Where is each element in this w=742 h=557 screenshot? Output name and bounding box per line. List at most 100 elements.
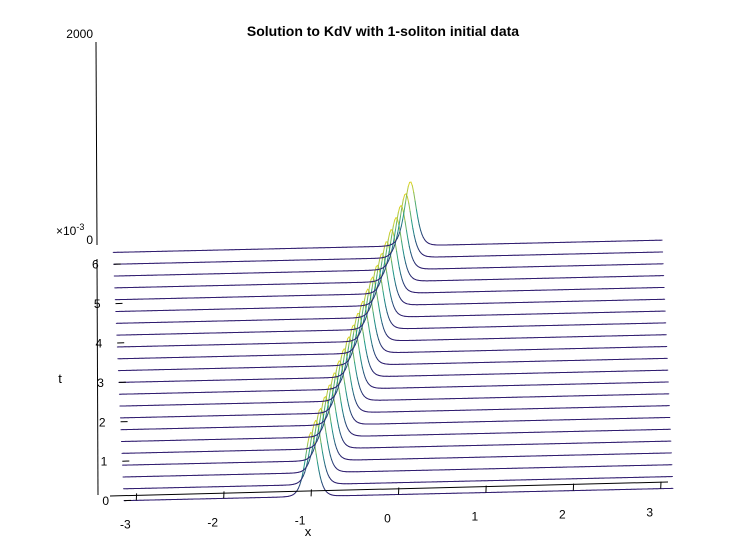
curve-segment [354, 399, 357, 404]
curve-segment [348, 337, 351, 348]
curve-segment [342, 373, 346, 384]
curve-segment [328, 448, 331, 456]
curve-segment [329, 383, 332, 393]
curve-segment [332, 372, 335, 378]
curve-segment [333, 378, 336, 388]
curve-segment [329, 413, 332, 424]
curve-segment [359, 351, 362, 361]
curve-segment [323, 459, 326, 467]
curve-segment [329, 454, 333, 461]
curve-segment [304, 467, 307, 473]
curve-segment [360, 300, 364, 306]
curve-t-7 [119, 348, 670, 419]
curve-segment [347, 363, 351, 374]
curve-segment [320, 443, 324, 453]
curve-t-2 [122, 408, 673, 478]
curve-segment [370, 338, 373, 346]
curve-segment [340, 401, 343, 411]
curve-t-4 [121, 384, 672, 454]
curve-segment [349, 372, 352, 382]
curve-segment [339, 356, 342, 366]
curve-segment [304, 450, 308, 461]
curve-segment [361, 305, 364, 316]
curve-segment [339, 378, 343, 383]
curve-t-10 [118, 312, 669, 383]
curve-segment [322, 421, 326, 427]
curve-segment [325, 432, 328, 443]
curve-segment [302, 471, 306, 477]
curve-t-11 [117, 300, 668, 372]
curve-segment [346, 425, 349, 430]
curve-segment [336, 387, 339, 393]
curve-segment [311, 440, 315, 450]
curve-segment [306, 441, 309, 452]
curve-segment [327, 408, 331, 414]
curve-segment [313, 432, 316, 442]
curve-segment [331, 386, 335, 397]
curve-segment [335, 412, 338, 422]
curve-segment [336, 373, 340, 383]
curve-segment [306, 462, 309, 467]
curve-segment [339, 392, 342, 403]
curve-segment [307, 459, 311, 464]
curve-segment [314, 423, 318, 434]
curve-segment [312, 422, 315, 430]
curve-segment [311, 428, 314, 438]
curve-segment [344, 343, 347, 353]
curve-t-6 [120, 360, 671, 431]
curve-segment [324, 424, 327, 434]
curve-segment [336, 420, 340, 428]
curve-segment [351, 388, 355, 396]
curve-segment [364, 341, 367, 351]
curve-segment [366, 355, 370, 363]
chart-title: Solution to KdV with 1-soliton initial d… [247, 23, 519, 39]
curve-segment [369, 330, 372, 340]
curve-segment [344, 382, 347, 393]
curve-segment [346, 398, 350, 407]
curve-segment [352, 352, 356, 363]
curve-segment [354, 340, 358, 346]
curve-segment [356, 319, 360, 330]
curve-segment [359, 387, 362, 393]
curve-segment [297, 484, 301, 489]
curve-segment [340, 368, 343, 378]
curve-segment [346, 346, 350, 357]
curve-segment [350, 414, 354, 418]
curve-segment [337, 360, 340, 365]
curve-segment [327, 474, 330, 478]
curve-segment [353, 394, 356, 401]
curve-segment [330, 395, 333, 404]
curve-segment [354, 361, 357, 372]
curve-segment [358, 310, 361, 321]
curve-t-0 [123, 432, 674, 502]
curve-segment [343, 416, 346, 423]
curve-segment [321, 425, 324, 430]
curve-segment [301, 467, 305, 476]
curve-segment [349, 410, 352, 416]
curve-segment [357, 342, 361, 353]
curve-segment [371, 344, 375, 352]
curve-segment [312, 446, 316, 452]
curve-segment [362, 332, 366, 343]
curve-segment [321, 413, 325, 423]
curve-segment [335, 363, 339, 371]
curve-segment [311, 450, 314, 455]
curve-segment [356, 377, 360, 385]
curve-segment [338, 364, 341, 375]
curve-segment [316, 415, 319, 425]
curve-segment [343, 362, 347, 371]
curve-segment [349, 353, 353, 358]
curve-segment [326, 470, 329, 476]
curve-segment [355, 370, 358, 379]
curve-segment [308, 432, 312, 437]
curve-segment [333, 437, 336, 445]
curve-segment [321, 481, 324, 487]
curve-segment [338, 427, 341, 434]
curve-segment [334, 391, 338, 395]
curve-segment [358, 383, 361, 389]
curve-t-8 [119, 336, 670, 407]
curve-segment [331, 400, 334, 405]
curve-segment [328, 391, 331, 402]
curve-segment [341, 409, 345, 418]
curve-segment [322, 397, 325, 404]
